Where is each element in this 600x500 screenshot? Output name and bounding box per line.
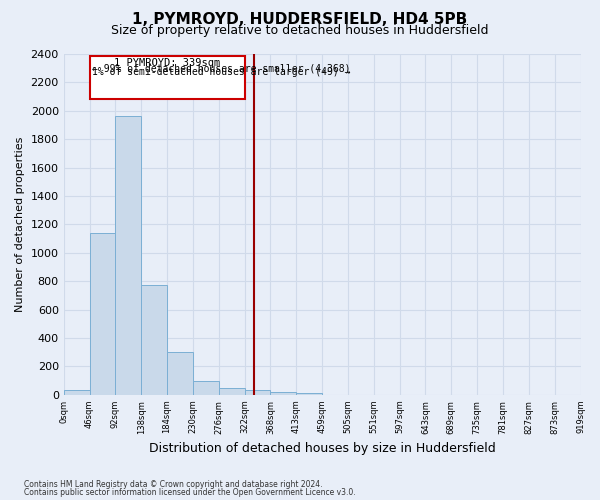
Bar [89,56,245,98]
Bar [219,388,245,395]
Text: 1 PYMROYD: 339sqm: 1 PYMROYD: 339sqm [114,58,220,68]
Bar [64,390,89,395]
Text: 1% of semi-detached houses are larger (49) →: 1% of semi-detached houses are larger (4… [92,68,350,78]
Bar [271,392,296,395]
Text: Contains HM Land Registry data © Crown copyright and database right 2024.: Contains HM Land Registry data © Crown c… [24,480,323,489]
Bar [115,116,141,395]
Bar [167,352,193,395]
Y-axis label: Number of detached properties: Number of detached properties [15,136,25,312]
Bar [193,380,219,395]
Bar [89,233,115,395]
Bar [245,390,271,395]
Bar [141,285,167,395]
Text: 1, PYMROYD, HUDDERSFIELD, HD4 5PB: 1, PYMROYD, HUDDERSFIELD, HD4 5PB [133,12,467,28]
Bar [296,392,322,395]
Text: Contains public sector information licensed under the Open Government Licence v3: Contains public sector information licen… [24,488,356,497]
Text: Size of property relative to detached houses in Huddersfield: Size of property relative to detached ho… [111,24,489,37]
Text: ← 99% of detached houses are smaller (4,368): ← 99% of detached houses are smaller (4,… [92,63,350,73]
X-axis label: Distribution of detached houses by size in Huddersfield: Distribution of detached houses by size … [149,442,496,455]
